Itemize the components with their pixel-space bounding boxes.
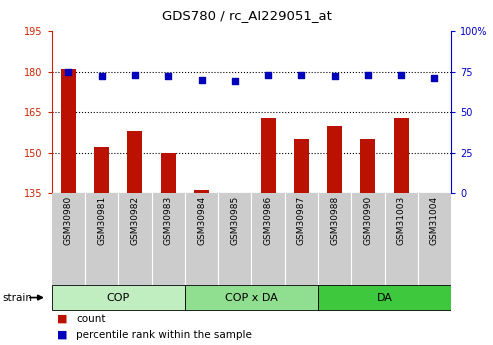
- Text: GSM30981: GSM30981: [97, 196, 106, 245]
- Text: GSM30982: GSM30982: [131, 196, 140, 245]
- Text: GSM30986: GSM30986: [264, 196, 273, 245]
- Text: GSM30985: GSM30985: [230, 196, 239, 245]
- Text: GSM31004: GSM31004: [430, 196, 439, 245]
- Text: COP x DA: COP x DA: [225, 293, 278, 303]
- Point: [364, 72, 372, 78]
- Bar: [128, 131, 142, 193]
- Text: GDS780 / rc_AI229051_at: GDS780 / rc_AI229051_at: [162, 9, 331, 22]
- Bar: [94, 147, 109, 193]
- Text: percentile rank within the sample: percentile rank within the sample: [76, 330, 252, 339]
- Point: [331, 74, 339, 79]
- Text: GSM30984: GSM30984: [197, 196, 206, 245]
- Text: strain: strain: [2, 293, 33, 303]
- Text: GSM31003: GSM31003: [397, 196, 406, 245]
- Point: [231, 79, 239, 84]
- Point: [264, 72, 272, 78]
- Text: GSM30987: GSM30987: [297, 196, 306, 245]
- Text: GSM30983: GSM30983: [164, 196, 173, 245]
- Text: DA: DA: [377, 293, 392, 303]
- Bar: [161, 152, 176, 193]
- Point: [397, 72, 405, 78]
- Point: [131, 72, 139, 78]
- Bar: [194, 190, 209, 193]
- Text: GSM30990: GSM30990: [363, 196, 372, 245]
- Text: count: count: [76, 314, 106, 324]
- FancyBboxPatch shape: [318, 285, 451, 310]
- Bar: [327, 126, 342, 193]
- Text: GSM30988: GSM30988: [330, 196, 339, 245]
- Bar: [61, 69, 76, 193]
- Bar: [294, 139, 309, 193]
- Point: [430, 75, 438, 81]
- Point: [65, 69, 72, 75]
- Text: ■: ■: [57, 314, 67, 324]
- Point: [198, 77, 206, 82]
- FancyBboxPatch shape: [52, 285, 185, 310]
- Text: GSM30980: GSM30980: [64, 196, 73, 245]
- Point: [98, 74, 106, 79]
- Point: [164, 74, 172, 79]
- Bar: [261, 118, 276, 193]
- FancyBboxPatch shape: [185, 285, 318, 310]
- Bar: [394, 118, 409, 193]
- Text: COP: COP: [106, 293, 130, 303]
- Point: [297, 72, 305, 78]
- Bar: [360, 139, 375, 193]
- Text: ■: ■: [57, 330, 67, 339]
